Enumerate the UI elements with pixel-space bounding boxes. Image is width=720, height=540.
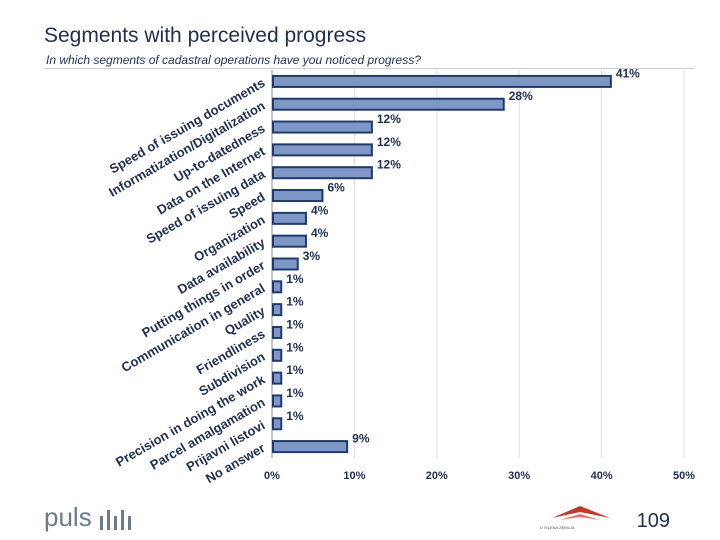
bar-value-label: 12%	[377, 135, 401, 149]
bar	[272, 257, 299, 271]
x-tick-label: 40%	[591, 470, 613, 482]
bar	[272, 120, 373, 134]
bar-value-label: 9%	[352, 432, 370, 446]
bar-value-label: 12%	[377, 112, 401, 126]
x-tick-label: 50%	[673, 470, 695, 482]
bar-value-label: 6%	[327, 181, 345, 195]
slide-title: Segments with perceived progress	[44, 24, 367, 47]
bar-value-label: 1%	[286, 363, 304, 377]
bar-value-label: 12%	[377, 158, 401, 172]
bar	[272, 348, 283, 362]
bar-value-label: 1%	[286, 409, 304, 423]
bar	[272, 211, 307, 225]
agency-emblem-icon	[552, 506, 610, 520]
bar	[272, 371, 283, 385]
bar	[272, 440, 349, 454]
bar	[272, 74, 612, 88]
agency-emblem-text: U ISLENA ZEMLJA	[540, 525, 575, 530]
bar	[272, 166, 373, 180]
x-tick-label: 0%	[264, 470, 280, 482]
bar-value-label: 1%	[286, 272, 304, 286]
page-number: 109	[636, 510, 670, 532]
slide-subtitle: In which segments of cadastral operation…	[46, 53, 421, 67]
bar-value-label: 1%	[286, 295, 304, 309]
bar-value-label: 4%	[311, 203, 329, 217]
bar-value-label: 1%	[286, 340, 304, 354]
x-tick-label: 10%	[343, 470, 365, 482]
x-tick-label: 20%	[426, 470, 448, 482]
bar-value-label: 1%	[286, 317, 304, 331]
bar	[272, 394, 283, 408]
bar	[272, 234, 307, 248]
puls-logo-bars-icon	[100, 508, 140, 530]
subtitle-divider	[44, 68, 694, 69]
bar	[272, 303, 283, 317]
bar	[272, 143, 373, 157]
bar	[272, 97, 505, 111]
bar-value-label: 3%	[303, 249, 321, 263]
bar	[272, 280, 283, 294]
bar	[272, 325, 283, 339]
bar	[272, 189, 324, 203]
bar-value-label: 4%	[311, 226, 329, 240]
bar-value-label: 28%	[509, 89, 533, 103]
x-tick-label: 30%	[508, 470, 530, 482]
bar-value-label: 41%	[616, 66, 640, 80]
bar-chart: 0% 10% 20% 30% 40% 50%41%Speed of issuing doc…	[106, 66, 695, 486]
bar-value-label: 1%	[286, 386, 304, 400]
puls-logo: puls	[44, 502, 92, 532]
bar	[272, 417, 283, 431]
